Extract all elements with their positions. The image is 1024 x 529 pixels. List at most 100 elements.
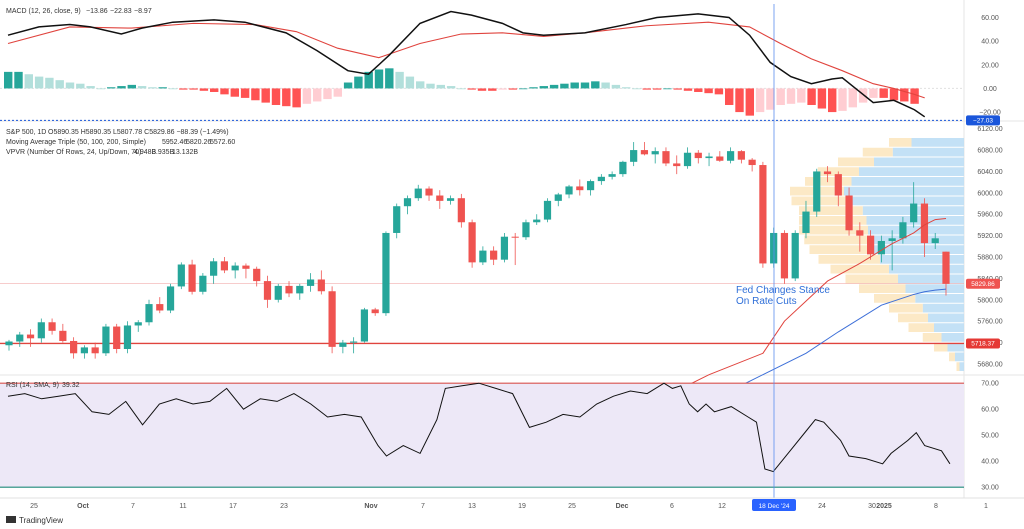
candle xyxy=(651,151,659,155)
macd-histogram-bar xyxy=(323,88,332,100)
macd-histogram-bar xyxy=(498,88,507,90)
candle xyxy=(845,195,853,231)
vpvr-row-up xyxy=(874,245,964,254)
vpvr-row-down xyxy=(809,245,874,254)
macd-line xyxy=(7,10,926,118)
macd-histogram-bar xyxy=(694,88,703,92)
vpvr-row-down xyxy=(791,196,852,206)
macd-histogram-bar xyxy=(704,88,713,94)
macd-current-badge: −27.03 xyxy=(966,115,1000,126)
macd-histogram-bar xyxy=(622,87,631,89)
vpvr-row-up xyxy=(880,255,964,264)
vpvr-row-down xyxy=(889,303,923,313)
candle xyxy=(543,200,552,220)
candle xyxy=(274,285,282,300)
rsi-panel[interactable]: 70.00 60.00 50.00 40.00 30.00 RSI (14, SMA, … xyxy=(0,381,999,492)
time-axis-label: 19 xyxy=(518,503,526,510)
candle xyxy=(791,232,799,279)
macd-histogram-bar xyxy=(838,88,847,111)
tradingview-logo[interactable]: TradingView xyxy=(6,516,63,525)
candle xyxy=(37,322,45,339)
ma-legend-value-50: 5952.46 xyxy=(162,139,187,146)
macd-panel[interactable]: 60.00 40.00 20.00 0.00 −20.00 −27.03 MACD (1… xyxy=(0,8,1001,126)
candle xyxy=(134,322,142,326)
price-panel[interactable]: Fed Changes Stance On Rate Cuts 6120.00 6… xyxy=(0,126,1003,418)
candle xyxy=(113,326,121,350)
macd-tick-label: 40.00 xyxy=(981,39,999,46)
macd-y-axis[interactable]: 60.00 40.00 20.00 0.00 −20.00 xyxy=(979,15,1001,117)
vpvr-legend-value-up: 4.948B xyxy=(134,149,157,156)
candle xyxy=(888,238,896,241)
candle xyxy=(425,188,433,196)
price-tick-label: 6120.00 xyxy=(977,126,1002,133)
macd-histogram-bar xyxy=(755,88,765,113)
rsi-legend[interactable]: RSI (14, SMA, 9) 39.32 xyxy=(6,382,80,389)
rsi-y-axis[interactable]: 70.00 60.00 50.00 40.00 30.00 xyxy=(981,381,999,492)
macd-histogram-bar xyxy=(168,88,178,90)
candle xyxy=(328,291,336,347)
macd-histogram-bar xyxy=(343,82,353,89)
macd-histogram-bar xyxy=(416,81,425,89)
macd-histogram-bar xyxy=(467,88,476,90)
time-axis-label: Oct xyxy=(77,503,89,510)
candle xyxy=(253,268,261,282)
tradingview-wordmark: TradingView xyxy=(19,516,63,525)
time-axis-label: 1 xyxy=(984,503,988,510)
macd-histogram-bar xyxy=(271,88,281,105)
candle xyxy=(403,198,412,207)
candle xyxy=(673,163,681,167)
candle xyxy=(285,285,293,294)
macd-histogram-bar xyxy=(385,68,394,89)
macd-histogram-bar xyxy=(869,88,878,98)
macd-histogram-bar xyxy=(14,71,23,89)
vpvr-row-down xyxy=(804,235,871,245)
vpvr-row-down xyxy=(859,284,906,293)
macd-histogram-bar xyxy=(858,88,868,103)
vpvr-row-up xyxy=(868,225,964,235)
price-tick-label: 5880.00 xyxy=(977,255,1002,262)
candle xyxy=(834,174,842,196)
macd-histogram-bar xyxy=(611,84,621,89)
vpvr-row-down xyxy=(830,264,889,274)
rsi-line xyxy=(7,382,951,473)
time-axis-label: 25 xyxy=(568,503,576,510)
macd-legend[interactable]: MACD (12, 26, close, 9) −13.86 −22.83 −8… xyxy=(6,8,152,15)
vpvr-row-up xyxy=(851,196,964,206)
candle xyxy=(479,250,487,263)
candle xyxy=(630,150,638,162)
candle xyxy=(586,181,595,191)
vpvr-row-down xyxy=(799,216,867,225)
macd-histogram-bar xyxy=(220,88,229,95)
candle xyxy=(608,174,616,177)
price-legend[interactable]: S&P 500, 1D O5890.35 H5890.35 L5807.78 C… xyxy=(6,129,235,156)
macd-histogram xyxy=(4,68,919,116)
macd-histogram-bar xyxy=(55,80,64,89)
candle xyxy=(156,304,164,311)
candle xyxy=(350,341,358,343)
candle xyxy=(533,219,541,223)
price-legend-symbol: S&P 500, 1D xyxy=(6,129,46,136)
time-axis-label: 25 xyxy=(30,503,38,510)
time-axis[interactable]: 25 Oct 7 11 17 23 Nov 7 13 19 25 Dec 6 12 24 30 2025 8 1 1… xyxy=(0,497,1024,511)
vpvr-row-up xyxy=(859,167,964,176)
price-tick-label: 6040.00 xyxy=(977,169,1002,176)
vpvr-row-up xyxy=(941,333,964,342)
macd-histogram-bar xyxy=(4,71,13,89)
macd-histogram-bar xyxy=(354,76,363,89)
candle xyxy=(500,236,509,260)
macd-histogram-bar xyxy=(848,88,857,108)
macd-histogram-bar xyxy=(776,88,785,105)
candle xyxy=(80,347,88,354)
candle xyxy=(468,222,476,263)
candle xyxy=(554,194,562,201)
macd-signal-line xyxy=(7,21,925,99)
macd-histogram-bar xyxy=(817,88,827,109)
vpvr-row-up xyxy=(934,323,964,332)
vpvr-row-up xyxy=(892,147,964,157)
vpvr-row-down xyxy=(874,294,916,303)
candle xyxy=(263,281,272,300)
candle xyxy=(759,165,767,264)
vpvr-row-up xyxy=(928,313,964,323)
candle xyxy=(597,176,605,182)
